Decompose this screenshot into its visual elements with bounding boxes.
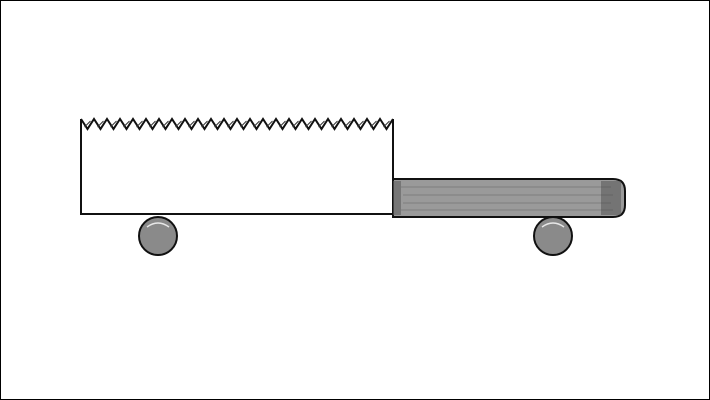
log-shading-left xyxy=(393,181,401,215)
box-body xyxy=(80,119,394,215)
box-trailer xyxy=(80,117,394,215)
log-shading-right xyxy=(601,181,621,215)
log-platform xyxy=(392,178,626,218)
box-top-hatching xyxy=(84,120,390,128)
log-grain xyxy=(401,186,613,211)
left-wheel xyxy=(138,216,178,256)
log-bar xyxy=(392,178,626,218)
right-wheel xyxy=(533,216,573,256)
box-zigzag-top xyxy=(80,117,394,131)
